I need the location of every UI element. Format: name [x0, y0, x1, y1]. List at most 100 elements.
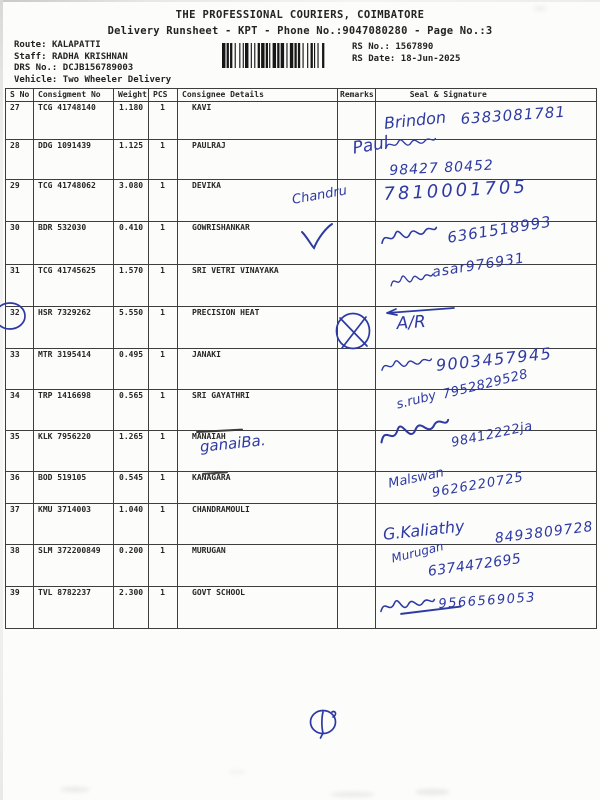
column-header-pcs: PCS: [148, 88, 178, 102]
cell-consignment-row-27: TCG 41748140: [33, 101, 114, 140]
table-header-row: S No Consigment No Weight PCS Consignee Deta…: [5, 88, 597, 102]
table-row-34: 34 TRP 1416698 0.565 1 SRI GAYATHRI: [5, 389, 597, 431]
cell-remarks-row-35: [337, 430, 376, 472]
staff-line: Staff: RADHA KRISHNAN: [14, 52, 171, 64]
cell-consignment-row-38: SLM 372200849: [33, 544, 114, 587]
cell-weight-row-32: 5.550: [113, 306, 149, 349]
cell-consignment-row-32: HSR 7329262: [33, 306, 114, 349]
cell-consignment-row-29: TCG 41748062: [33, 179, 114, 222]
scan-artifact: [60, 787, 90, 792]
cell-remarks-row-27: [337, 101, 376, 140]
cell-consignment-row-35: KLK 7956220: [33, 430, 114, 472]
rs-no-value: 1567890: [395, 42, 434, 52]
vehicle-value: Two Wheeler Delivery: [62, 74, 172, 85]
staff-label: Staff:: [14, 51, 47, 62]
cell-consignee-row-33: JANAKI: [177, 348, 338, 390]
cell-signature-row-35: [374, 430, 597, 472]
cell-weight-row-36: 0.545: [113, 471, 149, 504]
table-row-27: 27 TCG 41748140 1.180 1 KAVI: [5, 101, 597, 140]
cell-signature-row-36: [374, 471, 597, 504]
cell-pcs-row-37: 1: [148, 503, 178, 545]
meta-left-block: Route: KALAPATTI Staff: RADHA KRISHNAN D…: [14, 40, 171, 86]
cell-remarks-row-36: [337, 471, 376, 504]
cell-sno-row-29: 29: [5, 179, 34, 222]
cell-consignment-row-34: TRP 1416698: [33, 389, 114, 431]
cell-consignment-row-30: BDR 532030: [33, 221, 114, 265]
column-header-consignee: Consignee Details: [177, 88, 338, 102]
table-row-28: 28 DDG 1091439 1.125 1 PAULRAJ: [5, 139, 597, 180]
cell-sno-row-30: 30: [5, 221, 34, 265]
drs-label: DRS No.:: [14, 63, 58, 74]
cell-signature-row-37: [374, 503, 597, 545]
cell-pcs-row-32: 1: [148, 306, 178, 349]
scan-edge-left: [0, 0, 3, 800]
cell-signature-row-34: [374, 389, 597, 431]
cell-weight-row-35: 1.265: [113, 430, 149, 472]
cell-sno-row-27: 27: [5, 101, 34, 140]
cell-sno-row-38: 38: [5, 544, 34, 587]
table-row-33: 33 MTR 3195414 0.495 1 JANAKI: [5, 348, 597, 390]
cell-sno-row-33: 33: [5, 348, 34, 390]
cell-sno-row-36: 36: [5, 471, 34, 504]
cell-signature-row-38: [374, 544, 597, 587]
rs-no-line: RS No.: 1567890: [352, 41, 460, 53]
table-row-39: 39 TVL 8782237 2.300 1 GOVT SCHOOL: [5, 586, 597, 629]
table-row-38: 38 SLM 372200849 0.200 1 MURUGAN: [5, 544, 597, 587]
cell-pcs-row-33: 1: [148, 348, 178, 390]
cell-consignment-row-37: KMU 3714003: [33, 503, 114, 545]
cell-signature-row-28: [374, 139, 597, 180]
barcode-icon: [222, 43, 325, 68]
column-header-sno: S No: [5, 88, 34, 102]
cell-weight-row-28: 1.125: [113, 139, 149, 180]
cell-remarks-row-39: [337, 586, 376, 629]
column-header-signature: Seal & Signature: [374, 88, 597, 102]
cell-consignee-row-29: DEVIKA: [177, 179, 338, 222]
cell-signature-row-30: [374, 221, 597, 265]
route-value: KALAPATTI: [51, 40, 101, 50]
column-header-weight: Weight: [113, 88, 149, 102]
cell-pcs-row-30: 1: [148, 221, 178, 265]
page-title: THE PROFESSIONAL COURIERS, COIMBATORE: [175, 9, 425, 21]
column-header-consignment: Consigment No: [33, 88, 114, 102]
cell-remarks-row-34: [337, 389, 376, 431]
drs-value: DCJB156789003: [62, 63, 134, 74]
cell-remarks-row-38: [337, 544, 376, 587]
table-row-35: 35 KLK 7956220 1.265 1 MANAIAH: [5, 430, 597, 472]
cell-remarks-row-31: [337, 264, 376, 307]
rs-date-line: RS Date: 18-Jun-2025: [352, 53, 460, 65]
cell-pcs-row-27: 1: [148, 101, 178, 140]
cell-remarks-row-37: [337, 503, 376, 545]
cell-consignee-row-30: GOWRISHANKAR: [177, 221, 338, 265]
cell-weight-row-38: 0.200: [113, 544, 149, 587]
table-row-31: 31 TCG 41745625 1.570 1 SRI VETRI VINAYAKA: [5, 264, 597, 307]
cell-weight-row-29: 3.080: [113, 179, 149, 222]
page-subtitle: Delivery Runsheet - KPT - Phone No.:9047…: [107, 25, 493, 37]
cell-consignment-row-31: TCG 41745625: [33, 264, 114, 307]
cell-signature-row-33: [374, 348, 597, 390]
staff-value: RADHA KRISHNAN: [51, 51, 128, 62]
cell-pcs-row-35: 1: [148, 430, 178, 472]
cell-consignee-row-37: CHANDRAMOULI: [177, 503, 338, 545]
cell-consignee-row-27: KAVI: [177, 101, 338, 140]
cell-signature-row-27: [374, 101, 597, 140]
meta-right-block: RS No.: 1567890 RS Date: 18-Jun-2025: [352, 41, 460, 65]
cell-signature-row-29: [374, 179, 597, 222]
cell-consignment-row-39: TVL 8782237: [33, 586, 114, 629]
cell-sno-row-32: 32: [5, 306, 34, 349]
cell-sno-row-31: 31: [5, 264, 34, 307]
runsheet-table: S No Consigment No Weight PCS Consignee Deta…: [5, 88, 597, 629]
cell-pcs-row-28: 1: [148, 139, 178, 180]
cell-weight-row-31: 1.570: [113, 264, 149, 307]
scan-artifact: [330, 792, 375, 797]
cell-sno-row-35: 35: [5, 430, 34, 472]
cell-weight-row-37: 1.040: [113, 503, 149, 545]
cell-pcs-row-36: 1: [148, 471, 178, 504]
table-row-36: 36 BOD 519105 0.545 1 KANAGARA: [5, 471, 597, 504]
cell-consignee-row-35: MANAIAH: [177, 430, 338, 472]
cell-weight-row-34: 0.565: [113, 389, 149, 431]
column-header-remarks: Remarks: [337, 88, 376, 102]
cell-consignment-row-33: MTR 3195414: [33, 348, 114, 390]
table-row-32: 32 HSR 7329262 5.550 1 PRECISION HEAT: [5, 306, 597, 349]
cell-remarks-row-33: [337, 348, 376, 390]
